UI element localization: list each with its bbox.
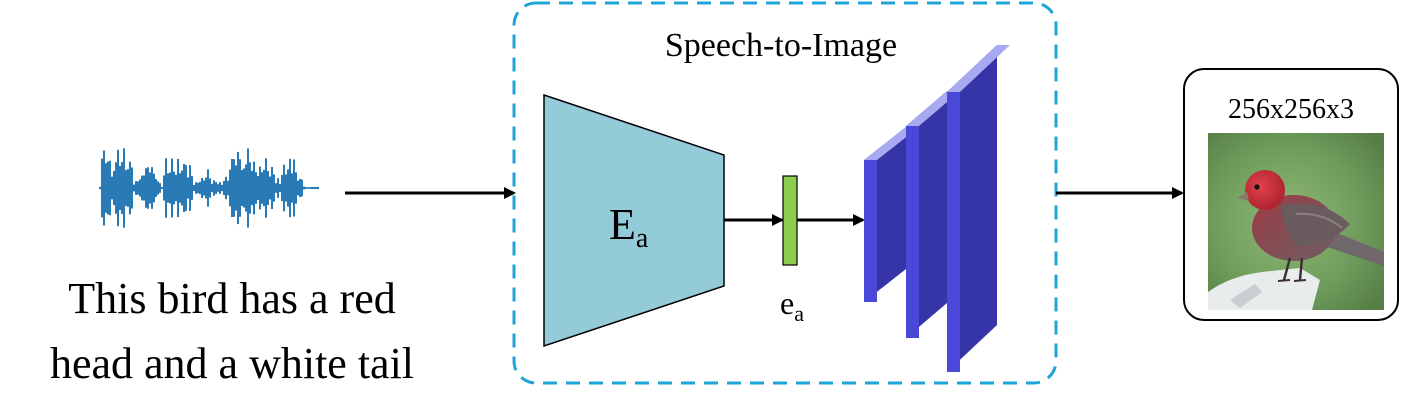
module-title: Speech-to-Image [665, 27, 897, 64]
image-decoder-stack [864, 45, 1010, 372]
embedding-subscript: a [794, 301, 804, 326]
caption-line-1: This bird has a red [68, 274, 395, 323]
decoder-block-1 [864, 127, 919, 302]
embedding-label: ea [780, 285, 804, 326]
caption-line-2: head and a white tail [50, 339, 414, 388]
audio-embedding-block [782, 175, 798, 266]
encoder-subscript: a [636, 223, 649, 254]
red-bird-photo [1208, 133, 1384, 310]
speech-waveform-icon [99, 148, 319, 228]
decoder-block-2 [906, 91, 960, 338]
decoder-block-3 [947, 45, 1010, 372]
output-size-label: 256x256x3 [1228, 94, 1354, 125]
audio-encoder-block [543, 93, 725, 348]
encoder-label: Ea [609, 200, 649, 254]
